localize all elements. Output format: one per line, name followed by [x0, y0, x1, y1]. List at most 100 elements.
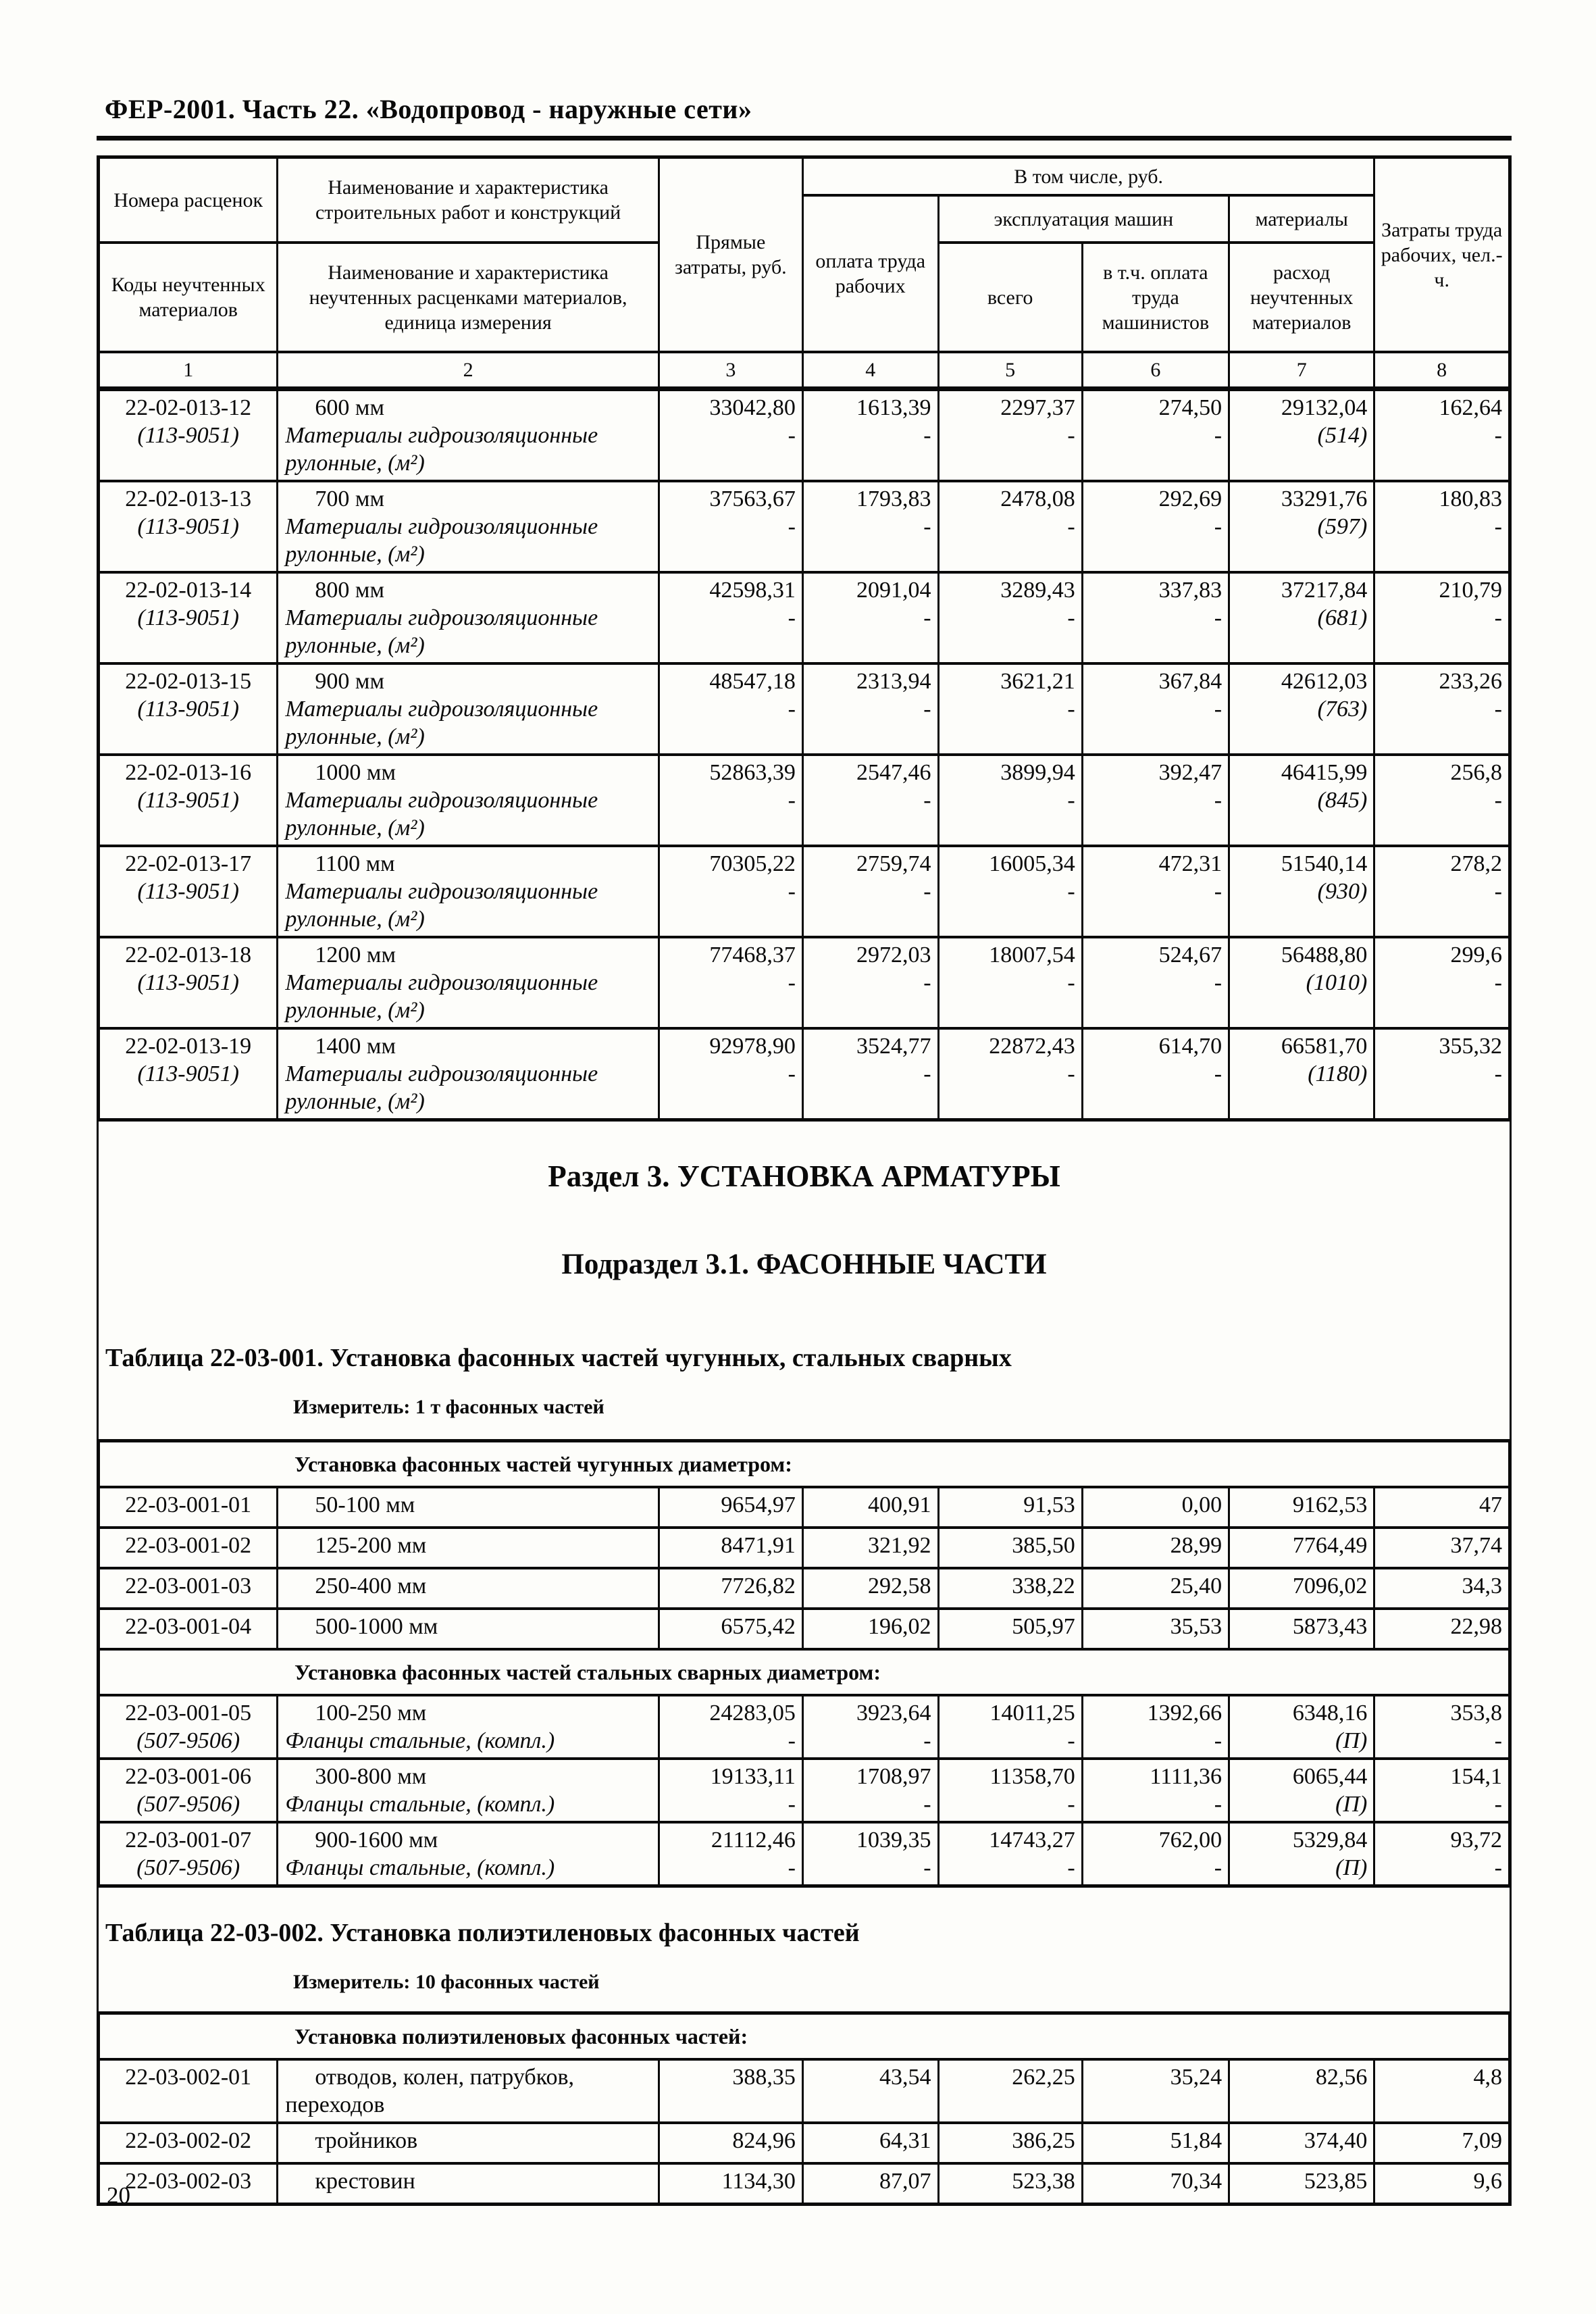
name-cell: 1400 мм Материалы гидроизоляционные рулон… — [276, 1027, 660, 1122]
value-secondary: - — [1214, 1855, 1222, 1880]
header-rate-numbers: Номера расценок — [97, 155, 279, 244]
value-cell: 2313,94 - — [801, 662, 939, 756]
value: 337,83 — [1158, 578, 1222, 603]
rate-row: 22-03-001-02 125-200 мм 8471,91 321,92 385,5… — [97, 1526, 1511, 1569]
value-secondary: - — [1214, 1728, 1222, 1753]
name-cell: 50-100 мм — [276, 1486, 660, 1529]
work-name: 125-200 мм — [315, 1533, 427, 1558]
value-secondary: - — [1067, 514, 1075, 539]
value: 210,79 — [1439, 578, 1503, 603]
value: 472,31 — [1158, 851, 1222, 876]
value-cell: 162,64 - — [1373, 387, 1511, 482]
value: 1039,35 — [856, 1828, 931, 1853]
value-secondary: - — [788, 879, 796, 904]
value-cell: 386,25 — [937, 2121, 1083, 2165]
value: 2313,94 — [856, 669, 931, 694]
value: 5329,84 — [1292, 1828, 1368, 1853]
value: 24283,05 — [709, 1701, 796, 1726]
value-cell: 9,6 — [1373, 2162, 1511, 2206]
value-cell: 2478,08 - — [937, 480, 1083, 574]
value: 3524,77 — [856, 1034, 931, 1059]
material-code: (113-9051) — [137, 970, 239, 995]
value: 353,8 — [1450, 1701, 1503, 1726]
code-cell: 22-02-013-19 (113-9051) — [97, 1027, 279, 1122]
value-cell: 70305,22 - — [657, 845, 804, 938]
value-cell: 93,72- — [1373, 1821, 1511, 1888]
work-name: 800 мм — [315, 578, 384, 603]
material-name: Фланцы стальные, (компл.) — [285, 1792, 555, 1817]
value-secondary: - — [1067, 697, 1075, 722]
value: 18007,54 — [989, 942, 1075, 967]
value: 278,2 — [1450, 851, 1503, 876]
value-secondary: - — [1494, 1061, 1502, 1086]
value: 77468,37 — [709, 942, 796, 967]
value-cell: 46415,99 (845) — [1228, 753, 1376, 847]
table-22-03-001-title: Таблица 22-03-001. Установка фасонных ча… — [105, 1344, 1012, 1372]
value-cell: 48547,18 - — [657, 662, 804, 756]
value-cell: 22872,43- — [937, 1027, 1083, 1122]
table-22-03-002-meter: Измеритель: 10 фасонных частей — [293, 1971, 600, 1993]
value-cell: 3289,43- — [937, 571, 1083, 665]
value: 1134,30 — [721, 2169, 796, 2194]
material-name: Фланцы стальные, (компл.) — [285, 1855, 555, 1880]
value: 338,22 — [1012, 1574, 1075, 1599]
column-number: 3 — [657, 351, 804, 391]
value-cell: 29132,04 (514) — [1228, 387, 1376, 482]
value-cell: 196,02 — [801, 1607, 939, 1651]
value-cell: 2547,46 - — [801, 753, 939, 847]
value-secondary: - — [1494, 605, 1502, 630]
value: 6575,42 — [721, 1614, 796, 1639]
value-cell: 524,67 - — [1081, 936, 1231, 1030]
value: 9654,97 — [721, 1492, 796, 1517]
value-secondary: (597) — [1317, 514, 1368, 539]
value-cell: 18007,54 - — [937, 936, 1083, 1030]
value-cell: 2297,37 - — [937, 387, 1083, 482]
value-cell: 70,34 — [1081, 2162, 1231, 2206]
value-cell: 6065,44 (П) — [1228, 1757, 1376, 1823]
value-secondary: - — [1494, 1855, 1502, 1880]
group-header-label: Установка полиэтиленовых фасонных частей… — [97, 2011, 1511, 2061]
value-cell: 92978,90- — [657, 1027, 804, 1122]
value: 5873,43 — [1292, 1614, 1368, 1639]
value-secondary: - — [923, 1728, 931, 1753]
name-cell: 1200 мм Материалы гидроизоляционные рулон… — [276, 936, 660, 1030]
value-secondary: (П) — [1335, 1728, 1368, 1753]
rate-row: 22-02-013-19 (113-9051) 1400 мм Материалы г… — [97, 1027, 1511, 1122]
value-cell: 51540,14 (930) — [1228, 845, 1376, 938]
value-cell: 42612,03 (763) — [1228, 662, 1376, 756]
work-name: 100-250 мм — [315, 1701, 427, 1726]
value-cell: 4,8 — [1373, 2058, 1511, 2124]
value: 1708,97 — [856, 1764, 931, 1789]
value-secondary: - — [1067, 1061, 1075, 1086]
value: 367,84 — [1158, 669, 1222, 694]
value: 52863,39 — [709, 760, 796, 785]
value-cell: 2972,03 - — [801, 936, 939, 1030]
value: 6348,16 — [1292, 1701, 1368, 1726]
name-cell: 900 мм Материалы гидроизоляционные рулонн… — [276, 662, 660, 756]
value-cell: 43,54 — [801, 2058, 939, 2124]
code-cell: 22-03-001-06 (507-9506) — [97, 1757, 279, 1823]
value-secondary: (845) — [1317, 788, 1368, 813]
value-cell: 25,40 — [1081, 1567, 1231, 1610]
value: 2478,08 — [1000, 486, 1075, 511]
value-cell: 7096,02 — [1228, 1567, 1376, 1610]
value-cell: 292,69 - — [1081, 480, 1231, 574]
value-secondary: - — [923, 697, 931, 722]
value-secondary: - — [1067, 1792, 1075, 1817]
page-number: 20 — [107, 2182, 130, 2209]
rate-code: 22-02-013-13 — [125, 486, 252, 511]
value: 824,96 — [732, 2128, 796, 2153]
header-workers-pay: оплата труда рабочих — [801, 194, 939, 353]
value: 42598,31 — [709, 578, 796, 603]
value: 4,8 — [1473, 2065, 1503, 2090]
value-cell: 7764,49 — [1228, 1526, 1376, 1569]
work-name: 300-800 мм — [315, 1764, 427, 1789]
value-secondary: - — [923, 879, 931, 904]
value-secondary: - — [1214, 605, 1222, 630]
name-cell: 700 мм Материалы гидроизоляционные рулонн… — [276, 480, 660, 574]
value: 0,00 — [1181, 1492, 1222, 1517]
value-cell: 523,38 — [937, 2162, 1083, 2206]
value-cell: 21112,46- — [657, 1821, 804, 1888]
work-name: 600 мм — [315, 395, 384, 420]
value-cell: 210,79- — [1373, 571, 1511, 665]
